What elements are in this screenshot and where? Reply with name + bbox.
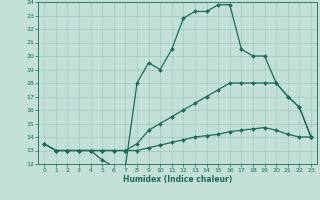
X-axis label: Humidex (Indice chaleur): Humidex (Indice chaleur) [123,175,232,184]
